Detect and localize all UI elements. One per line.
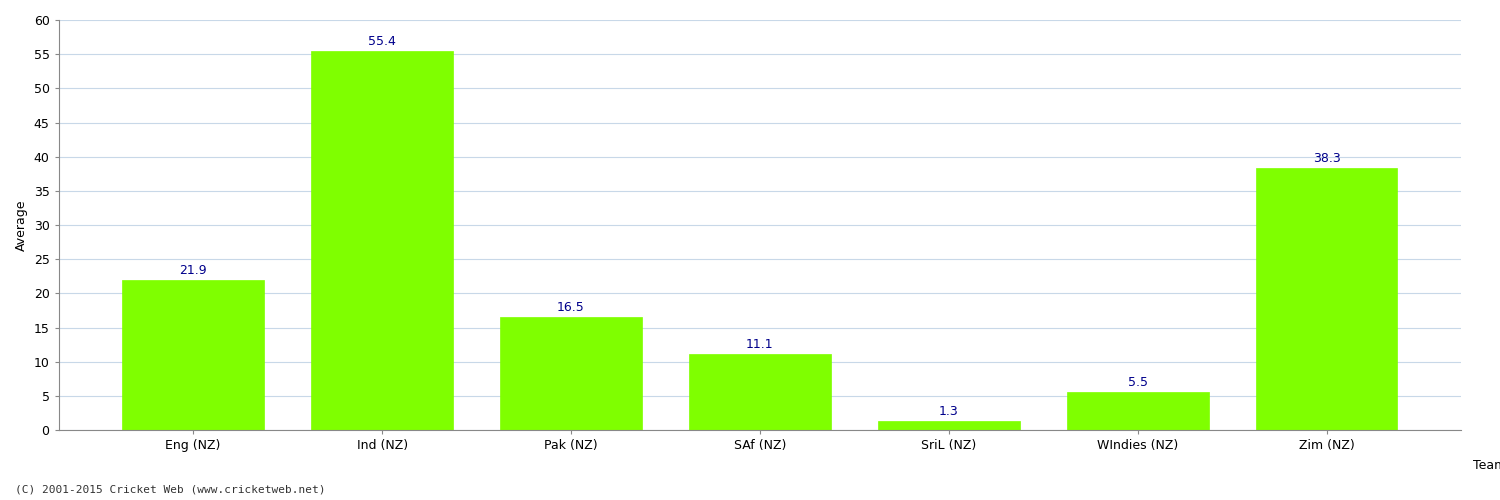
Text: 5.5: 5.5 — [1128, 376, 1148, 389]
Bar — [878, 421, 1020, 430]
Bar — [1256, 168, 1398, 430]
X-axis label: Team: Team — [1473, 459, 1500, 472]
Text: 16.5: 16.5 — [556, 301, 585, 314]
Text: 21.9: 21.9 — [180, 264, 207, 277]
Bar — [312, 52, 453, 430]
Text: (C) 2001-2015 Cricket Web (www.cricketweb.net): (C) 2001-2015 Cricket Web (www.cricketwe… — [15, 485, 326, 495]
Text: 38.3: 38.3 — [1312, 152, 1341, 165]
Text: 11.1: 11.1 — [746, 338, 774, 351]
Y-axis label: Average: Average — [15, 200, 28, 251]
Text: 1.3: 1.3 — [939, 404, 958, 417]
Text: 55.4: 55.4 — [368, 35, 396, 48]
Bar — [123, 280, 264, 430]
Bar — [500, 318, 642, 430]
Bar — [1066, 392, 1209, 430]
Bar — [688, 354, 831, 430]
